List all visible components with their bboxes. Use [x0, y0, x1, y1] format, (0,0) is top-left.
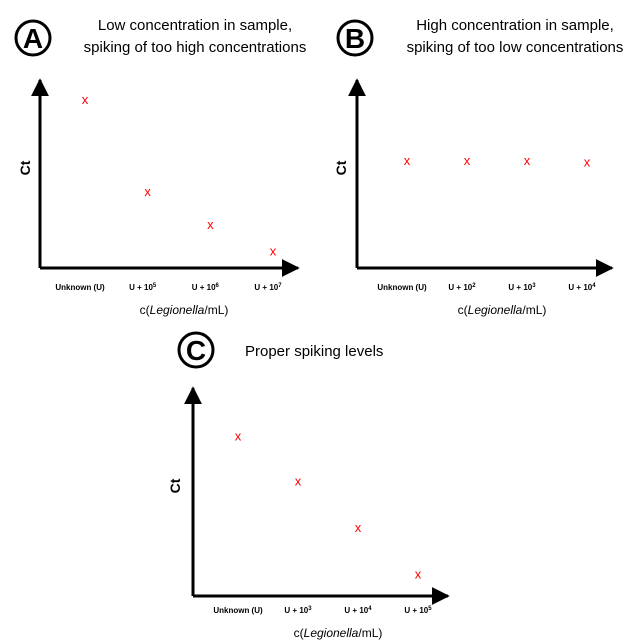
panel-badge-c: C: [177, 331, 215, 369]
chart-panel-c: C Proper spiking levels Ct Unknown (U) x U + …: [167, 331, 450, 640]
data-point-marker: x: [355, 520, 362, 535]
chart-title-line: spiking of too low concentrations: [407, 39, 624, 56]
x-tick-label: Unknown (U): [55, 283, 105, 292]
x-tick-label: U + 105: [129, 283, 157, 292]
x-tick-label: U + 103: [284, 606, 312, 615]
y-axis-label: Ct: [17, 160, 33, 175]
data-point-marker: x: [235, 429, 242, 444]
panel-badge-b: B: [336, 19, 374, 57]
data-point-marker: x: [270, 243, 277, 258]
chart-title-line: Low concentration in sample,: [98, 17, 292, 34]
x-tick-label: U + 104: [344, 606, 372, 615]
x-tick-label: U + 104: [568, 283, 596, 292]
x-tick-label: U + 105: [404, 606, 432, 615]
data-point-marker: x: [82, 92, 89, 107]
data-point-marker: x: [464, 153, 471, 168]
data-point-marker: x: [415, 566, 422, 581]
chart-panel-b: B High concentration in sample, spiking of…: [333, 17, 623, 317]
x-tick-label: U + 107: [254, 283, 282, 292]
chart-title-line: High concentration in sample,: [416, 17, 614, 34]
x-axis-label: c(Legionella/mL): [140, 303, 229, 317]
y-axis-label: Ct: [333, 160, 349, 175]
x-tick-label: U + 102: [448, 283, 476, 292]
data-point-marker: x: [584, 155, 591, 170]
chart-panel-a: A Low concentration in sample, spiking of …: [14, 17, 307, 317]
chart-title-line: Proper spiking levels: [245, 343, 383, 360]
x-tick-label: Unknown (U): [213, 606, 263, 615]
data-point-marker: x: [295, 473, 302, 488]
x-tick-label: U + 106: [192, 283, 220, 292]
x-axis-label: c(Legionella/mL): [294, 626, 383, 640]
chart-title-line: spiking of too high concentrations: [84, 39, 307, 56]
y-axis-label: Ct: [167, 478, 183, 493]
data-point-marker: x: [144, 184, 151, 199]
data-point-marker: x: [207, 217, 214, 232]
panel-letter: B: [345, 23, 365, 54]
data-point-marker: x: [524, 153, 531, 168]
data-point-marker: x: [404, 153, 411, 168]
panel-badge-a: A: [14, 19, 52, 57]
panel-letter: A: [23, 23, 43, 54]
panel-letter: C: [186, 335, 206, 366]
x-axis-label: c(Legionella/mL): [458, 303, 547, 317]
x-tick-label: Unknown (U): [377, 283, 427, 292]
x-tick-label: U + 103: [508, 283, 536, 292]
